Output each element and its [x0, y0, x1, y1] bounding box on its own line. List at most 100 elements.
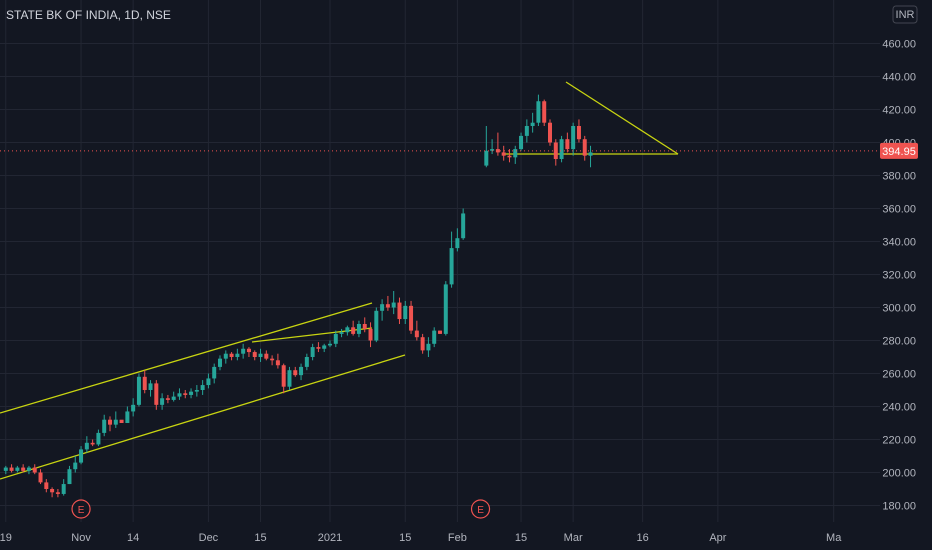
candle[interactable] [449, 231, 454, 288]
candle[interactable] [553, 139, 558, 166]
candle[interactable] [67, 465, 72, 485]
candle[interactable] [229, 352, 234, 361]
candle[interactable] [50, 487, 55, 498]
candle[interactable] [32, 464, 37, 475]
candle[interactable] [374, 307, 379, 343]
candle[interactable] [125, 406, 130, 424]
candle[interactable] [548, 119, 552, 146]
candle[interactable] [189, 388, 194, 399]
candle[interactable] [565, 132, 570, 153]
candle[interactable] [246, 347, 251, 357]
candle[interactable] [154, 380, 159, 410]
candle[interactable] [501, 145, 506, 161]
candle[interactable] [380, 299, 385, 321]
candle[interactable] [588, 145, 593, 168]
candle[interactable] [409, 300, 414, 334]
candle[interactable] [102, 414, 107, 437]
candle[interactable] [55, 489, 60, 498]
candle[interactable] [206, 373, 211, 389]
candle[interactable] [530, 112, 535, 133]
candle[interactable] [368, 322, 373, 348]
candle[interactable] [397, 297, 402, 324]
candle[interactable] [310, 343, 315, 361]
candle[interactable] [84, 436, 89, 453]
candle[interactable] [559, 135, 564, 163]
candle[interactable] [519, 132, 524, 151]
candle[interactable] [293, 366, 298, 377]
candle[interactable] [432, 327, 437, 348]
candle[interactable] [108, 416, 112, 432]
triangle-upper-line[interactable] [565, 81, 679, 155]
candle[interactable] [212, 363, 217, 384]
candle[interactable] [38, 469, 43, 485]
candle[interactable] [3, 465, 8, 475]
candle[interactable] [171, 391, 176, 402]
candle[interactable] [490, 139, 495, 155]
candle[interactable] [385, 295, 390, 311]
earnings-marker-circle[interactable] [470, 499, 491, 519]
candle[interactable] [200, 380, 205, 395]
candle[interactable] [414, 320, 419, 341]
candle[interactable] [576, 119, 581, 143]
candle[interactable] [403, 300, 408, 324]
candle[interactable] [177, 388, 182, 400]
candle[interactable] [362, 317, 367, 333]
candle[interactable] [507, 149, 512, 163]
price-axis[interactable]: 460.00440.00420.00400.00380.00360.00340.… [882, 39, 916, 513]
candle[interactable] [113, 411, 118, 428]
candle[interactable] [136, 373, 141, 407]
candle[interactable] [252, 350, 257, 361]
candle[interactable] [333, 330, 338, 348]
candle[interactable] [223, 350, 228, 364]
candle[interactable] [513, 145, 518, 164]
candle[interactable] [443, 281, 448, 336]
candle[interactable] [455, 228, 460, 252]
candle[interactable] [235, 348, 240, 361]
channel-upper-line[interactable] [0, 302, 373, 414]
candle[interactable] [119, 419, 124, 423]
candle[interactable] [131, 398, 136, 417]
candle[interactable] [165, 394, 170, 404]
candle[interactable] [571, 122, 576, 156]
candle[interactable] [542, 99, 547, 126]
candle[interactable] [426, 337, 431, 357]
candle[interactable] [73, 456, 78, 473]
candle[interactable] [258, 348, 263, 362]
candle[interactable] [9, 464, 14, 473]
candle[interactable] [15, 465, 20, 473]
candle[interactable] [536, 94, 541, 126]
candle[interactable] [351, 320, 356, 336]
candle[interactable] [90, 439, 95, 447]
candle[interactable] [194, 385, 199, 397]
candle[interactable] [391, 291, 396, 315]
candle[interactable] [26, 465, 31, 475]
candle[interactable] [438, 330, 442, 334]
candle[interactable] [420, 333, 425, 354]
candle[interactable] [61, 479, 66, 496]
candle[interactable] [160, 393, 165, 410]
candle[interactable] [148, 380, 153, 397]
candle[interactable] [461, 208, 466, 240]
candle[interactable] [495, 132, 500, 156]
candle[interactable] [524, 119, 529, 143]
currency-box[interactable] [892, 5, 918, 24]
candle[interactable] [264, 350, 269, 361]
candle[interactable] [316, 342, 321, 353]
candle[interactable] [356, 320, 361, 338]
candle[interactable] [299, 363, 304, 381]
candle[interactable] [304, 353, 309, 371]
time-axis[interactable]: 19 Nov 14 Dec 15 2021 15 Feb 15 Mar 16 Apr Ma [0, 532, 842, 544]
candle[interactable] [241, 343, 246, 359]
candle[interactable] [339, 328, 344, 338]
candle[interactable] [142, 370, 147, 394]
candle[interactable] [96, 429, 101, 447]
candle[interactable] [183, 390, 188, 399]
candle[interactable] [79, 446, 84, 465]
candle[interactable] [322, 343, 327, 353]
earnings-marker-circle[interactable] [71, 499, 91, 519]
candle[interactable] [281, 363, 286, 394]
candle[interactable] [582, 135, 587, 161]
candle[interactable] [270, 355, 275, 366]
candle[interactable] [287, 366, 292, 390]
